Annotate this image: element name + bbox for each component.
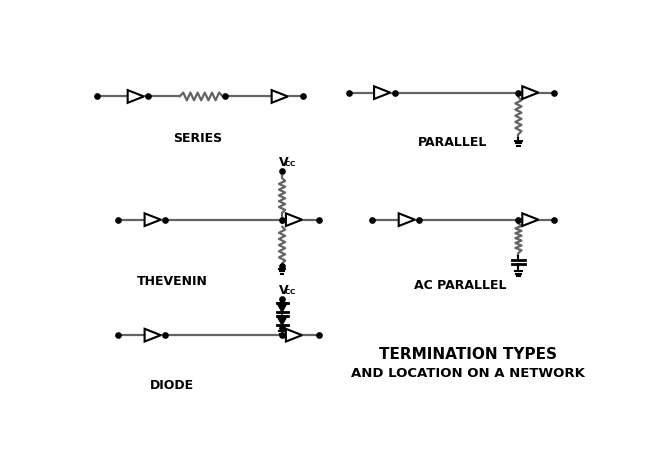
Text: $\mathbf{_{CC}}$: $\mathbf{_{CC}}$ — [284, 159, 296, 169]
Text: AC PARALLEL: AC PARALLEL — [415, 279, 507, 292]
Text: $\mathbf{V}$: $\mathbf{V}$ — [278, 156, 290, 169]
Polygon shape — [277, 316, 287, 325]
Text: DIODE: DIODE — [150, 379, 194, 392]
Text: PARALLEL: PARALLEL — [419, 136, 488, 149]
Polygon shape — [277, 303, 287, 312]
Text: THEVENIN: THEVENIN — [137, 275, 207, 288]
Text: SERIES: SERIES — [173, 132, 222, 145]
Text: AND LOCATION ON A NETWORK: AND LOCATION ON A NETWORK — [351, 367, 585, 380]
Text: $\mathbf{_{CC}}$: $\mathbf{_{CC}}$ — [284, 287, 296, 297]
Text: TERMINATION TYPES: TERMINATION TYPES — [379, 347, 557, 362]
Text: $\mathbf{V}$: $\mathbf{V}$ — [278, 284, 290, 297]
